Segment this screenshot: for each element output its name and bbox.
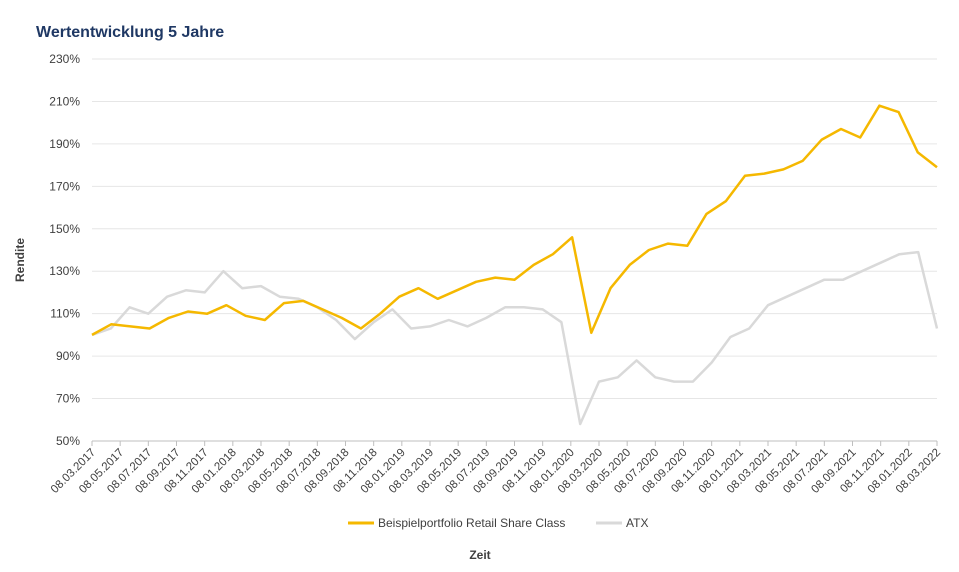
y-tick-label: 210% (49, 94, 80, 108)
chart-title: Wertentwicklung 5 Jahre (36, 24, 225, 41)
y-tick-label: 130% (49, 264, 80, 278)
y-tick-label: 90% (56, 349, 80, 363)
y-tick-labels: 50% 70% 90% 110% 130% 150% 170% 190% 210% 230% (49, 52, 80, 448)
series-lines (91, 104, 939, 426)
y-tick-label: 190% (49, 137, 80, 151)
y-tick-label: 170% (49, 179, 80, 193)
series-line-atx (91, 250, 939, 426)
y-tick-label: 150% (49, 222, 80, 236)
y-tick-label: 110% (50, 307, 80, 321)
legend-label-atx: ATX (626, 516, 648, 530)
y-tick-label: 70% (56, 392, 80, 406)
x-axis-title: Zeit (469, 548, 490, 562)
legend: Beispielportfolio Retail Share Class ATX (348, 516, 648, 530)
series-line-portfolio (91, 104, 938, 336)
gridlines (92, 58, 937, 442)
y-axis-title: Rendite (13, 238, 27, 282)
y-tick-label: 50% (56, 434, 80, 448)
y-tick-label: 230% (49, 52, 80, 66)
legend-label-portfolio: Beispielportfolio Retail Share Class (378, 516, 565, 530)
x-tick-labels: 08.03.201708.05.201708.07.201708.09.2017… (49, 441, 943, 496)
